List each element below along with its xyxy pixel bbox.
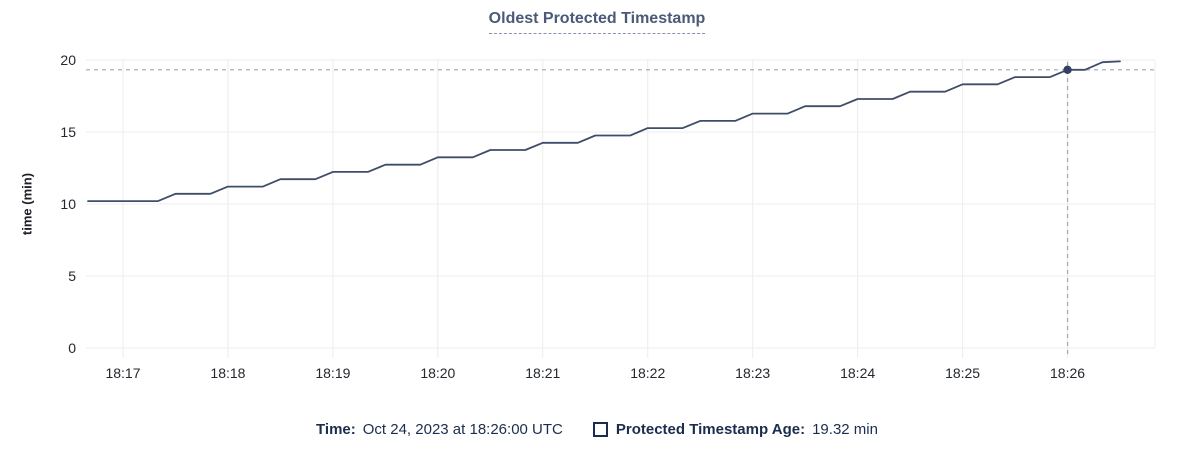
- x-tick-label: 18:22: [630, 365, 665, 381]
- y-tick-label: 15: [60, 124, 76, 140]
- legend-series-label[interactable]: Protected Timestamp Age:: [615, 421, 806, 438]
- chart-header: Oldest Protected Timestamp: [0, 10, 1194, 34]
- legend-series-value: 19.32 min: [812, 421, 878, 438]
- chart-title[interactable]: Oldest Protected Timestamp: [488, 10, 706, 34]
- legend-time-value: Oct 24, 2023 at 18:26:00 UTC: [362, 421, 563, 438]
- x-tick-label: 18:20: [420, 365, 455, 381]
- x-tick-label: 18:26: [1050, 365, 1085, 381]
- x-tick-label: 18:17: [105, 365, 140, 381]
- chart-legend: Time: Oct 24, 2023 at 18:26:00 UTC Prote…: [0, 419, 1194, 440]
- legend-time-label: Time:: [316, 421, 356, 438]
- x-tick-label: 18:24: [840, 365, 875, 381]
- y-tick-label: 10: [60, 196, 76, 212]
- series-line: [87, 60, 1121, 203]
- y-tick-label: 0: [68, 340, 76, 356]
- x-tick-label: 18:19: [315, 365, 350, 381]
- x-tick-label: 18:18: [210, 365, 245, 381]
- chart-plot[interactable]: 0 5 10 15 20 18:17 18:18 18:19 18:20 18:21 18:22 18…: [0, 0, 1194, 400]
- hover-point[interactable]: [1063, 65, 1072, 74]
- x-tick-label: 18:25: [945, 365, 980, 381]
- y-tick-label: 20: [60, 52, 76, 68]
- y-tick-label: 5: [68, 268, 76, 284]
- x-tick-label: 18:23: [735, 365, 770, 381]
- legend-series-checkbox[interactable]: [592, 422, 608, 437]
- x-tick-label: 18:21: [525, 365, 560, 381]
